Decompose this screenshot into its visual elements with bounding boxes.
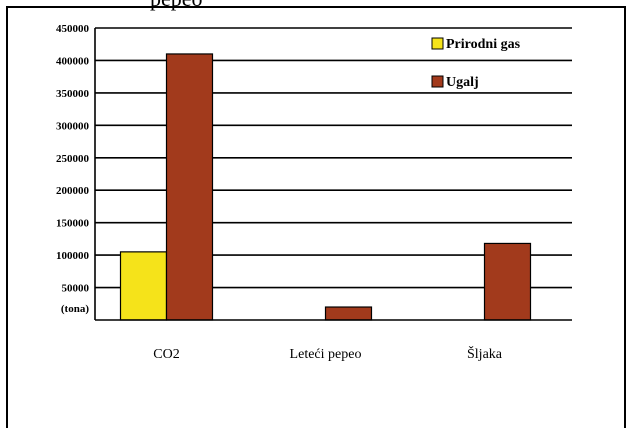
y-tick-label: 250000 [56,153,90,165]
y-tick-label: 450000 [56,23,90,35]
y-tick-label: 150000 [56,218,90,230]
x-category-label: Šljaka [467,345,503,362]
y-tick-label: 200000 [56,185,90,197]
y-tick-label: 100000 [56,250,90,262]
top-text-fragment: pepeo [150,0,203,12]
legend-label: Prirodni gas [446,37,521,52]
y-tick-label: 400000 [56,55,90,67]
bar-ugalj [324,306,373,321]
y-tick-label: 300000 [56,120,90,132]
bar-prirodni-gas [119,251,168,321]
bar-ugalj [483,242,532,321]
legend-label: Ugalj [446,75,479,90]
legend-swatch [431,37,444,50]
legend-swatch [431,75,444,88]
bar-ugalj [165,53,214,321]
x-category-label: CO2 [153,347,179,362]
y-tick-label: 50000 [62,283,90,295]
figure-frame [6,6,626,428]
y-tick-label: 350000 [56,88,90,100]
y-unit-label: (tona) [61,303,89,315]
x-category-label: Leteći pepeo [290,347,362,362]
